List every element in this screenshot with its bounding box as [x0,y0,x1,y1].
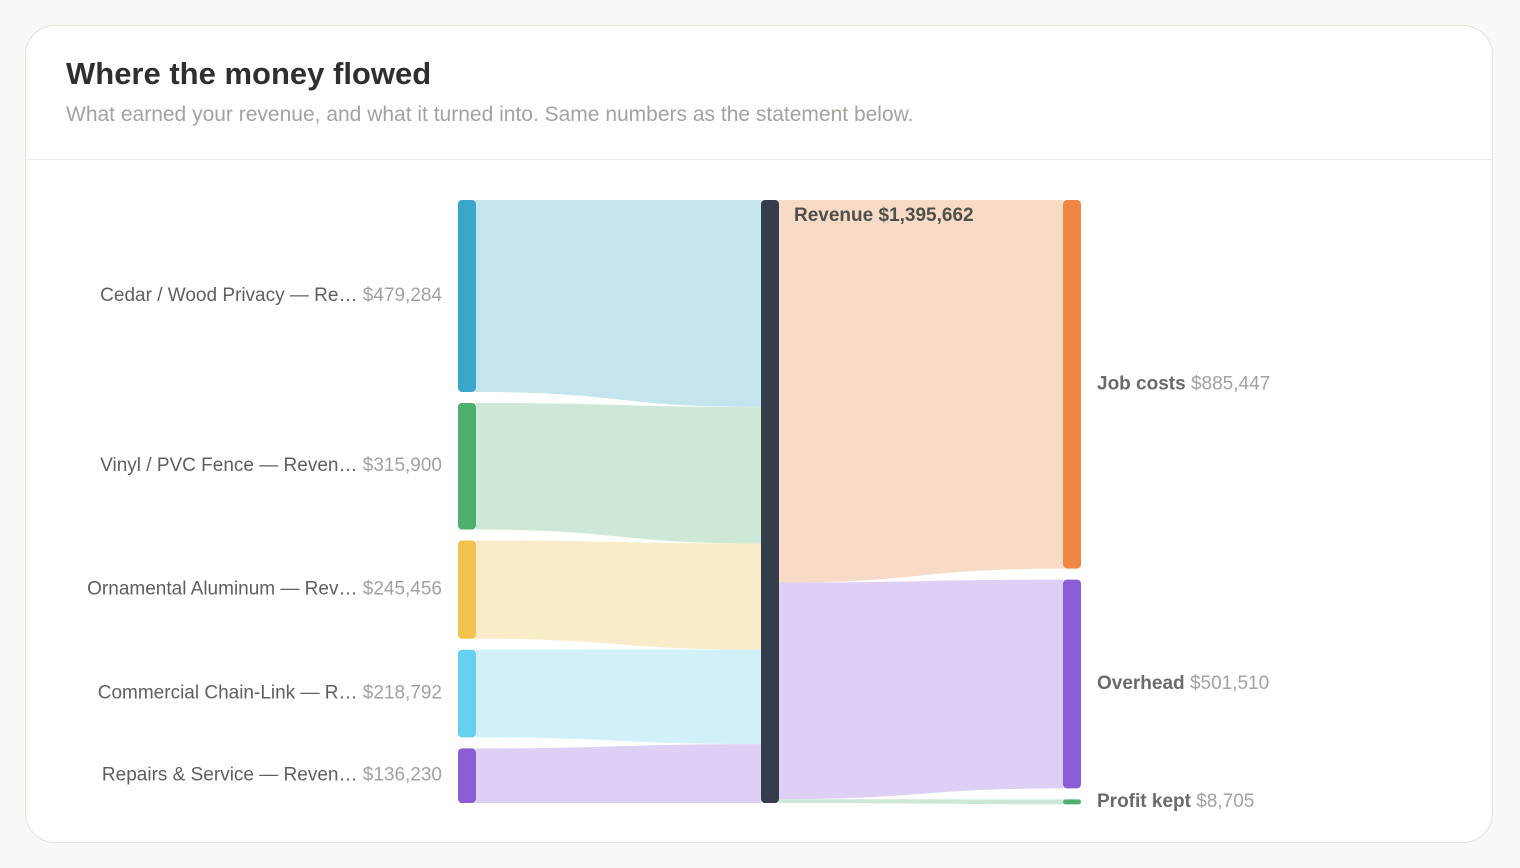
node-cedar-wood-privacy [458,200,476,392]
source-label: Cedar / Wood Privacy — Re… $479,284 [100,285,442,306]
node-repairs-service [458,748,476,803]
source-name: Commercial Chain-Link — R… [98,683,363,704]
target-name: Overhead [1097,673,1190,694]
card-header: Where the money flowed What earned your … [26,26,1492,160]
node-profit-kept [1063,799,1081,805]
card-title: Where the money flowed [66,56,432,91]
target-label: Profit kept $8,705 [1097,791,1254,812]
flow-repairs-service [476,744,761,803]
source-label: Commercial Chain-Link — R… $218,792 [98,683,442,704]
flow-job-costs [779,200,1063,583]
target-label: Overhead $501,510 [1097,673,1269,694]
target-value: $885,447 [1191,373,1270,394]
source-label: Ornamental Aluminum — Rev… $245,456 [87,579,442,600]
target-value: $501,510 [1190,673,1269,694]
flow-ornamental-aluminum [476,540,761,650]
card-subtitle: What earned your revenue, and what it tu… [66,103,914,126]
source-value: $245,456 [363,579,442,600]
node-overhead [1063,579,1081,789]
source-value: $136,230 [363,765,442,786]
target-name: Profit kept [1097,791,1196,812]
source-name: Cedar / Wood Privacy — Re… [100,285,363,306]
flow-commercial-chain-link [476,649,761,745]
node-revenue [761,200,779,803]
flow-overhead [779,579,1063,800]
source-value: $315,900 [363,455,442,476]
source-label: Vinyl / PVC Fence — Reven… $315,900 [100,455,442,476]
flow-profit-kept [779,799,1063,805]
node-ornamental-aluminum [458,540,476,639]
flow-vinyl-pvc-fence [476,402,761,544]
target-label: Job costs $885,447 [1097,373,1270,394]
target-value: $8,705 [1196,791,1254,812]
source-name: Vinyl / PVC Fence — Reven… [100,455,363,476]
target-name: Job costs [1097,373,1191,394]
source-value: $218,792 [363,683,442,704]
source-name: Repairs & Service — Reven… [102,765,363,786]
flow-cedar-wood-privacy [476,200,761,408]
source-value: $479,284 [363,285,443,306]
source-label: Repairs & Service — Reven… $136,230 [102,765,442,786]
node-job-costs [1063,200,1081,569]
node-vinyl-pvc-fence [458,402,476,530]
source-name: Ornamental Aluminum — Rev… [87,579,363,600]
center-label: Revenue $1,395,662 [794,205,974,226]
node-commercial-chain-link [458,649,476,738]
